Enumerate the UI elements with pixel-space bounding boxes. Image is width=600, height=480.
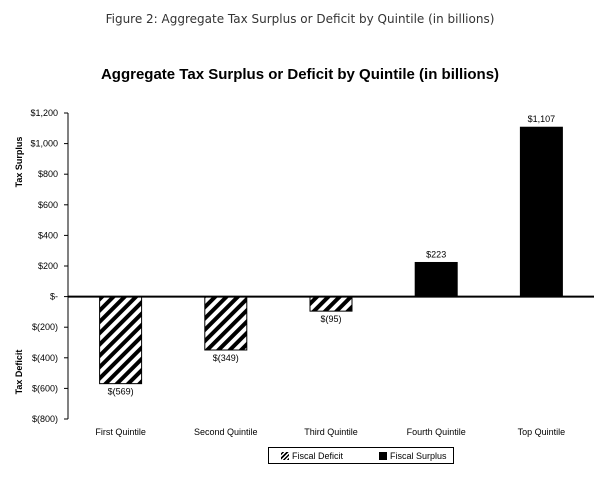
bar-data-label: $(349)	[213, 353, 239, 363]
x-category-label: Fourth Quintile	[407, 427, 466, 437]
x-category-label: Top Quintile	[518, 427, 566, 437]
x-category-label: Third Quintile	[304, 427, 358, 437]
y-tick-label: $-	[50, 292, 58, 302]
y-tick-label: $1,200	[30, 108, 58, 118]
y-tick-label: $400	[38, 230, 58, 240]
bar-data-label: $(95)	[320, 314, 341, 324]
y-axis: $1,200 $1,000 $800 $600 $400 $200 $- $(200) $(40…	[30, 108, 69, 424]
y-tick-label: $(800)	[32, 414, 58, 424]
bar-data-label: $223	[426, 249, 446, 259]
bar-deficit	[309, 296, 353, 312]
legend-item-fiscal-deficit: Fiscal Deficit	[281, 451, 343, 461]
chart-legend: Fiscal Deficit Fiscal Surplus	[268, 447, 454, 464]
y-tick-label: $(600)	[32, 383, 58, 393]
y-axis-label-surplus: Tax Surplus	[14, 137, 24, 188]
y-tick-label: $800	[38, 169, 58, 179]
legend-label-fiscal-deficit: Fiscal Deficit	[292, 451, 344, 461]
solid-swatch-icon	[379, 452, 387, 460]
y-tick-label: $(400)	[32, 353, 58, 363]
y-tick-label: $(200)	[32, 322, 58, 332]
bar-data-label: $(569)	[108, 387, 134, 397]
x-category-label: First Quintile	[95, 427, 146, 437]
bar-data-label: $1,107	[528, 114, 556, 124]
x-axis: First Quintile Second Quintile Third Quint…	[68, 295, 594, 437]
y-tick-label: $600	[38, 200, 58, 210]
figure-caption: Figure 2: Aggregate Tax Surplus or Defic…	[105, 12, 495, 26]
y-tick-label: $1,000	[30, 139, 58, 149]
hatched-swatch-icon	[281, 452, 289, 460]
bar-surplus	[414, 261, 458, 298]
legend-label-fiscal-surplus: Fiscal Surplus	[390, 451, 447, 461]
y-axis-label-deficit: Tax Deficit	[14, 350, 24, 395]
x-category-label: Second Quintile	[194, 427, 258, 437]
y-tick-label: $200	[38, 261, 58, 271]
bar-deficit	[204, 296, 248, 351]
bar-deficit	[99, 296, 143, 385]
legend-item-fiscal-surplus: Fiscal Surplus	[379, 451, 447, 461]
bars: $(569) $(349) $(95) $223 $1,107	[99, 114, 563, 397]
bar-surplus	[519, 126, 563, 298]
chart-title: Aggregate Tax Surplus or Deficit by Quin…	[100, 66, 500, 83]
